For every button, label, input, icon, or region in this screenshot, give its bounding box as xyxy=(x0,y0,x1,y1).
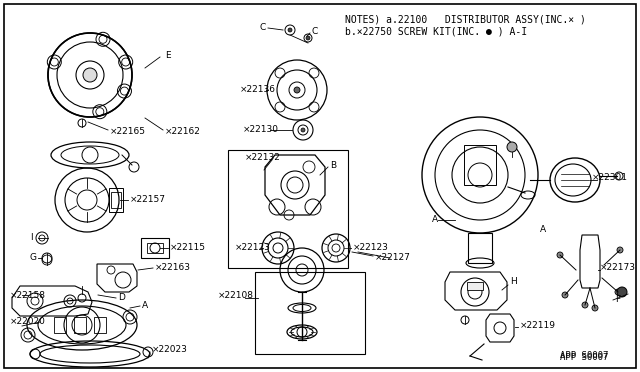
Circle shape xyxy=(582,302,588,308)
Bar xyxy=(54,317,66,333)
Text: A: A xyxy=(432,215,438,224)
Text: ×22301: ×22301 xyxy=(592,173,628,183)
Bar xyxy=(109,188,123,212)
Text: APP S0007: APP S0007 xyxy=(560,353,609,362)
Text: G: G xyxy=(30,253,37,263)
Text: I: I xyxy=(30,234,33,243)
Text: A: A xyxy=(142,301,148,311)
Text: ×22136: ×22136 xyxy=(240,86,276,94)
Text: APP S0007: APP S0007 xyxy=(560,351,609,360)
Circle shape xyxy=(617,247,623,253)
Bar xyxy=(74,317,86,333)
Text: ×22162: ×22162 xyxy=(165,128,201,137)
Text: ×22108: ×22108 xyxy=(218,292,254,301)
Circle shape xyxy=(507,142,517,152)
Bar xyxy=(467,282,483,290)
Text: b.×22750 SCREW KIT(INC. ● ) A-I: b.×22750 SCREW KIT(INC. ● ) A-I xyxy=(345,26,527,36)
Text: D: D xyxy=(118,294,125,302)
Circle shape xyxy=(301,128,305,132)
Text: A: A xyxy=(540,225,546,234)
Bar xyxy=(147,243,163,253)
Text: B: B xyxy=(330,160,336,170)
Text: ×22115: ×22115 xyxy=(170,244,206,253)
Circle shape xyxy=(592,305,598,311)
Circle shape xyxy=(306,36,310,40)
Text: ×22165: ×22165 xyxy=(110,128,146,137)
Bar xyxy=(141,238,169,258)
Circle shape xyxy=(557,252,563,258)
Text: ×22020: ×22020 xyxy=(10,317,46,327)
Text: ×22127: ×22127 xyxy=(375,253,411,263)
Bar xyxy=(468,233,492,263)
Text: NOTES) a.22100   DISTRIBUTOR ASSY(INC.× ): NOTES) a.22100 DISTRIBUTOR ASSY(INC.× ) xyxy=(345,14,586,24)
Text: ×22119: ×22119 xyxy=(520,321,556,330)
Text: ×22123: ×22123 xyxy=(235,244,271,253)
Bar xyxy=(228,150,348,268)
Circle shape xyxy=(294,87,300,93)
Text: E: E xyxy=(165,51,171,60)
Circle shape xyxy=(617,287,627,297)
Text: C: C xyxy=(260,23,266,32)
Text: ×22130: ×22130 xyxy=(243,125,279,135)
Text: ×22132: ×22132 xyxy=(245,154,281,163)
Bar xyxy=(111,192,121,208)
Bar xyxy=(94,317,106,333)
Circle shape xyxy=(615,289,621,295)
Text: H: H xyxy=(510,278,516,286)
Circle shape xyxy=(288,28,292,32)
Text: ×22157: ×22157 xyxy=(130,196,166,205)
Text: ×22023: ×22023 xyxy=(152,346,188,355)
Circle shape xyxy=(83,68,97,82)
Circle shape xyxy=(562,292,568,298)
Bar xyxy=(464,145,496,185)
Text: ×22163: ×22163 xyxy=(155,263,191,273)
Text: ×22173: ×22173 xyxy=(600,263,636,273)
Text: C: C xyxy=(312,28,318,36)
Text: ×22123: ×22123 xyxy=(353,244,389,253)
Text: F: F xyxy=(615,295,620,305)
Text: ×22158: ×22158 xyxy=(10,291,46,299)
Bar xyxy=(255,272,365,354)
